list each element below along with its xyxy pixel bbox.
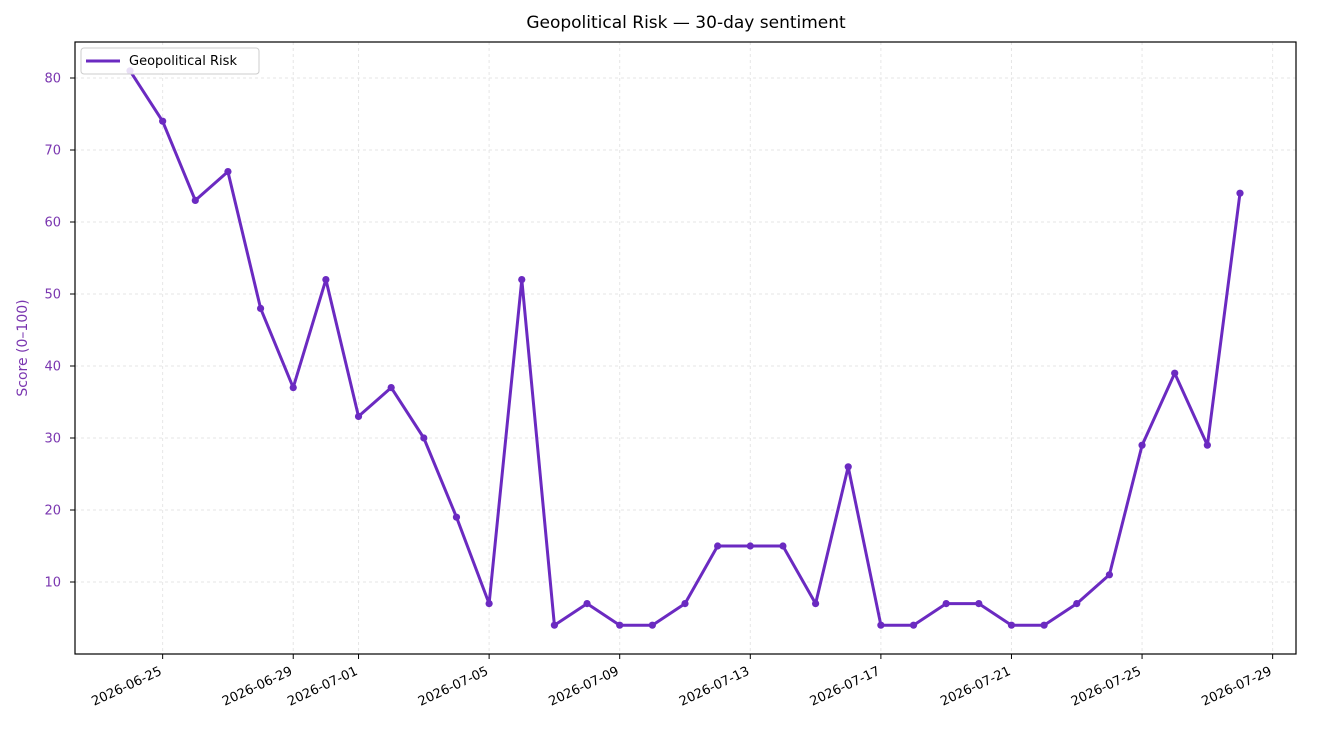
data-point — [811, 600, 820, 608]
y-axis-label: Score (0–100) — [15, 299, 31, 396]
data-point — [518, 276, 526, 284]
data-point — [746, 542, 754, 550]
plot-frame — [74, 41, 1297, 655]
data-point — [975, 600, 983, 608]
data-point — [485, 600, 493, 608]
y-tick-label: 60 — [44, 216, 61, 231]
data-point — [1138, 441, 1146, 449]
x-tick-label: 2026-07-25 — [1069, 664, 1144, 710]
y-tick-label: 40 — [44, 360, 61, 375]
data-point — [844, 463, 852, 471]
data-point — [779, 542, 787, 550]
data-point — [583, 600, 591, 608]
y-tick-label: 80 — [44, 72, 61, 87]
y-tick-label: 20 — [44, 504, 61, 519]
y-tick-label: 10 — [44, 576, 61, 591]
x-tick-label: 2026-07-09 — [547, 664, 622, 710]
data-point — [354, 412, 363, 420]
y-tick-label: 30 — [44, 432, 61, 447]
data-point — [648, 621, 656, 629]
x-tick-label: 2026-07-21 — [938, 664, 1013, 710]
data-point — [1236, 189, 1244, 197]
data-point — [1073, 600, 1081, 608]
data-point — [289, 384, 297, 392]
x-tick-label: 2026-07-29 — [1200, 664, 1275, 710]
y-tick-label: 70 — [44, 144, 61, 159]
series-line — [128, 69, 1242, 627]
data-point — [550, 621, 559, 629]
data-point — [159, 117, 167, 125]
data-point — [452, 513, 461, 521]
y-axis: 10 20 30 40 50 60 70 80 — [44, 72, 75, 591]
data-point — [322, 276, 330, 284]
legend-label: Geopolitical Risk — [129, 54, 237, 69]
data-point — [420, 434, 428, 442]
x-tick-label: 2026-07-13 — [677, 664, 752, 710]
x-tick-label: 2026-07-17 — [808, 664, 883, 710]
data-point — [1007, 621, 1016, 629]
legend: Geopolitical Risk — [80, 47, 260, 75]
data-point — [714, 542, 722, 550]
x-tick-label: 2026-07-01 — [285, 664, 360, 710]
data-point — [191, 196, 199, 204]
grid — [75, 42, 1296, 654]
chart-title: Geopolitical Risk — 30-day sentiment — [526, 13, 846, 33]
data-point — [942, 600, 950, 608]
data-point — [1171, 369, 1179, 377]
data-point — [681, 600, 689, 608]
y-tick-label: 50 — [44, 288, 61, 303]
data-point — [224, 168, 232, 176]
data-point — [256, 304, 265, 312]
data-point — [387, 384, 395, 392]
data-point — [1105, 571, 1114, 579]
legend-box — [80, 47, 260, 75]
data-point — [1040, 621, 1048, 629]
data-point — [877, 621, 885, 629]
data-point — [616, 621, 624, 629]
x-tick-label: 2026-07-05 — [416, 664, 491, 710]
data-point — [1203, 441, 1211, 449]
x-tick-label: 2026-06-25 — [90, 664, 165, 710]
data-point — [909, 621, 918, 629]
x-tick-label: 2026-06-29 — [220, 664, 295, 710]
series-layer — [126, 67, 1244, 629]
